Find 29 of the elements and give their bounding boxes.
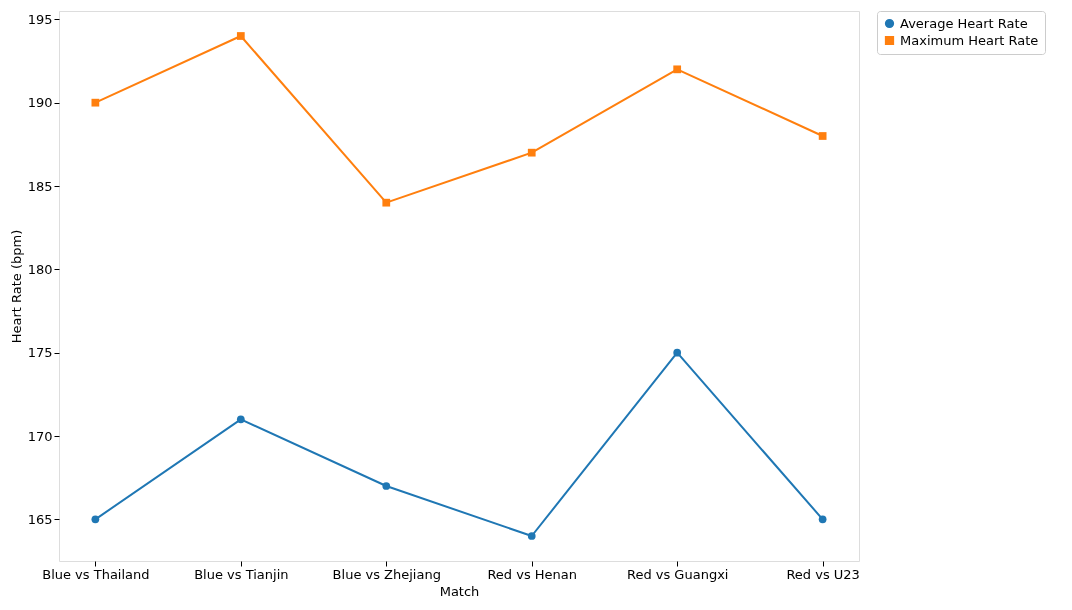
x-axis-title: Match [439,583,480,599]
point [236,415,245,424]
x-tick-label: Blue vs Zhejiang [332,566,441,582]
point [673,65,682,74]
x-tick-label: Blue vs Tianjin [194,566,289,582]
point [382,198,391,207]
y-axis-title: Heart Rate (bpm) [8,229,24,344]
y-tick-label: 190 [27,95,53,111]
point [382,482,391,490]
x-tick-label: Red vs Guangxi [626,566,729,582]
point [818,132,827,140]
y-tick-label: 170 [27,428,53,444]
point [236,32,245,40]
y-tick-label: 185 [27,178,53,194]
y-tick-label: 175 [27,345,53,361]
point [673,348,682,357]
x-tick-label: Red vs U23 [786,566,860,582]
point [527,148,536,157]
legend-label: Average Heart Rate [900,15,1028,31]
y-tick-label: 195 [27,11,53,27]
point [527,532,536,540]
point [91,515,100,524]
point [818,515,827,524]
x-tick-label: Red vs Henan [487,566,578,582]
x-tick-label: Blue vs Thailand [42,566,150,582]
y-tick-label: 180 [27,261,53,277]
legend-label: Maximum Heart Rate [900,32,1039,48]
point [91,98,100,107]
y-tick-label: 165 [27,511,53,527]
